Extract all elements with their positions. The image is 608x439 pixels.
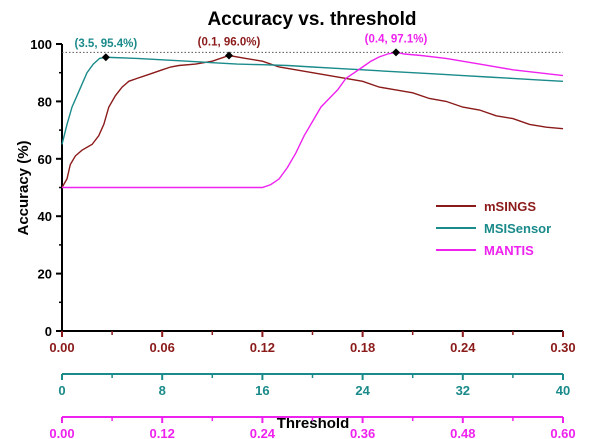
x-tick-label-msisensor: 8: [159, 383, 166, 398]
x-axis-title: Threshold: [277, 415, 350, 432]
x-tick-label-msisensor: 32: [456, 383, 470, 398]
legend-label-msisensor: MSISensor: [484, 221, 551, 236]
x-tick-label-msings: 0.12: [250, 340, 275, 355]
x-tick-label-msings: 0.06: [150, 340, 175, 355]
series-line-msisensor: [61, 56, 564, 145]
x-tick-label-msings: 0.30: [550, 340, 575, 355]
x-tick-label-msings: 0.18: [350, 340, 375, 355]
peak-label-msings: (0.1, 96.0%): [198, 36, 261, 48]
y-tick-label-20: 20: [38, 267, 52, 282]
legend-label-mantis: MANTIS: [484, 243, 534, 258]
y-tick-label-40: 40: [38, 209, 52, 224]
y-axis-title: Accuracy (%): [15, 140, 32, 235]
y-tick-label-100: 100: [30, 37, 52, 52]
chart-title: Accuracy vs. threshold: [207, 9, 416, 30]
x-tick-label-msisensor: 40: [556, 383, 570, 398]
x-tick-label-mantis: 0.12: [150, 426, 175, 439]
x-tick-label-mantis: 0.24: [250, 426, 276, 439]
peak-marker-msisensor: [101, 53, 110, 62]
x-tick-label-mantis: 0.48: [450, 426, 475, 439]
series-line-mantis: [62, 51, 564, 189]
peak-label-msisensor: (3.5, 95.4%): [75, 38, 138, 50]
x-tick-label-msisensor: 16: [255, 383, 269, 398]
legend-label-msings: mSINGS: [484, 199, 536, 214]
x-tick-label-msings: 0.24: [450, 340, 476, 355]
y-tick-label-80: 80: [38, 94, 52, 109]
x-tick-label-mantis: 0.36: [350, 426, 375, 439]
x-tick-label-msings: 0.00: [49, 340, 74, 355]
x-tick-label-mantis: 0.00: [49, 426, 74, 439]
peak-marker-mantis: [392, 48, 400, 57]
x-tick-label-msisensor: 0: [58, 383, 65, 398]
peak-marker-msings: [225, 51, 233, 60]
y-tick-label-0: 0: [45, 324, 52, 339]
peak-label-mantis: (0.4, 97.1%): [365, 33, 428, 45]
y-tick-label-60: 60: [38, 152, 52, 167]
x-tick-label-mantis: 0.60: [550, 426, 575, 439]
x-tick-label-msisensor: 24: [355, 383, 370, 398]
